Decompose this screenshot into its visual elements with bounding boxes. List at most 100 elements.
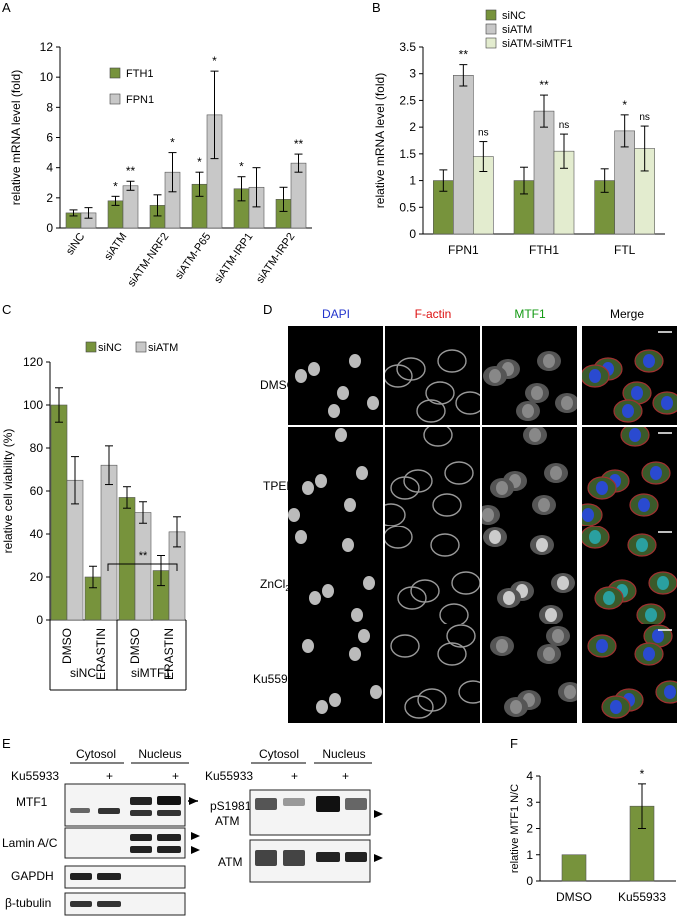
- micrograph-2-1: [482, 427, 577, 526]
- mtf1-nucleus: [543, 647, 555, 661]
- wb-arrow-atm: [374, 854, 383, 862]
- mtf1-nucleus: [545, 608, 557, 622]
- wb-right-protein-ps1981: pS1981: [210, 799, 252, 813]
- y-tick-label: 1: [526, 848, 533, 862]
- bar: [100, 464, 118, 621]
- chart-f: 0 1 2 3 4 relative MTF1 N/C DMSO * Ku55933: [509, 767, 676, 904]
- micro-row-tpen: TPEN: [263, 479, 295, 493]
- nucleus: [367, 396, 379, 410]
- c-group-label-sinc: siNC: [70, 666, 96, 680]
- nucleus: [370, 685, 382, 699]
- y-tick-label: 0: [46, 221, 53, 235]
- x-tick-label: ERASTIN: [162, 628, 176, 680]
- y-tick-label: 8: [46, 100, 53, 114]
- micrograph-1-2: [385, 526, 480, 625]
- actin-outline: [451, 571, 480, 595]
- micro-row-dmso: DMSO: [260, 378, 296, 392]
- wb-arrow-lamin-c: [191, 846, 200, 854]
- legend-swatch-c-siatm: [135, 341, 147, 353]
- actin-outline: [385, 526, 413, 549]
- y-tick-label: 80: [30, 441, 44, 455]
- significance-mark: ns: [478, 128, 489, 139]
- bar: [533, 110, 555, 235]
- actin-outline: [410, 579, 440, 603]
- legend-swatch-siatm-simtf1: [485, 37, 497, 49]
- merge-nucleus: [589, 530, 601, 544]
- panel-letter-b: B: [372, 0, 381, 15]
- mtf1-nucleus: [536, 538, 548, 552]
- x-tick-label: siATM-IRP2: [254, 231, 297, 286]
- actin-outline: [455, 391, 480, 415]
- micrograph-0-3: [288, 624, 383, 723]
- nucleus: [335, 428, 347, 442]
- wb-bands: [64, 783, 371, 916]
- legend-swatch-fpn1: [109, 93, 121, 105]
- nucleus: [302, 481, 314, 495]
- merge-nucleus: [622, 404, 634, 418]
- micrograph-3-3: [582, 624, 677, 723]
- c-bracket-mark: **: [139, 550, 148, 562]
- wb-left-plus2: +: [172, 769, 179, 783]
- y-tick-label: 4: [526, 769, 533, 783]
- y-tick-label: 1.5: [399, 147, 416, 161]
- merge-nucleus: [650, 466, 662, 480]
- nucleus: [358, 629, 370, 643]
- micro-col-merge: Merge: [610, 307, 644, 321]
- actin-outline: [437, 642, 467, 666]
- x-tick-label: DMSO: [556, 890, 592, 904]
- x-tick-label: FTL: [614, 243, 636, 257]
- c-group-label-simtf1: siMTF1: [131, 666, 171, 680]
- mtf1-nucleus: [496, 481, 508, 495]
- x-tick-label: FPN1: [448, 243, 479, 257]
- legend-label-fth1: FTH1: [126, 68, 154, 80]
- merge-nucleus: [603, 591, 615, 605]
- wb-left-treatment: Ku55933: [11, 769, 59, 783]
- mtf1-nucleus: [503, 591, 515, 605]
- x-tick-label: FTH1: [529, 243, 559, 257]
- bar: [134, 512, 152, 621]
- merge-nucleus: [582, 508, 594, 522]
- wb-arrow-ps1981: [374, 810, 383, 818]
- micrograph-3-0: [582, 326, 677, 425]
- x-tick-label: ERASTIN: [94, 628, 108, 680]
- legend-label-sinc: siNC: [502, 10, 526, 22]
- panel-letter-f: F: [510, 736, 518, 751]
- y-tick-label: 10: [40, 70, 54, 84]
- wb-left-protein-gapdh: GAPDH: [11, 869, 54, 883]
- micrograph-1-0: [385, 326, 480, 425]
- significance-mark: *: [239, 160, 244, 174]
- y-tick-label: 40: [30, 527, 44, 541]
- x-tick-label: siATM-NRF2: [126, 231, 172, 289]
- significance-mark: *: [170, 136, 175, 150]
- x-tick-label: DMSO: [60, 628, 74, 664]
- y-axis-label: relative mRNA level (fold): [9, 70, 23, 205]
- nucleus: [363, 576, 375, 590]
- bar: [561, 854, 587, 882]
- y-tick-label: 6: [46, 131, 53, 145]
- y-tick-label: 2: [46, 191, 53, 205]
- y-tick-label: 0: [409, 227, 416, 241]
- nucleus: [351, 608, 363, 622]
- significance-mark: **: [126, 164, 136, 178]
- x-tick-label: siATM-IRP1: [212, 231, 255, 286]
- actin-outline: [385, 503, 406, 526]
- actin-outline: [458, 680, 480, 704]
- panel-letter-c: C: [2, 302, 11, 317]
- micro-col-mtf1: MTF1: [514, 307, 546, 321]
- actin-outline: [385, 364, 413, 388]
- wb-right-protein-atm-line2: ATM: [215, 814, 239, 828]
- micrograph-0-1: [288, 427, 383, 526]
- micrograph-2-2: [482, 526, 577, 625]
- x-tick-label: Ku55933: [618, 890, 666, 904]
- nucleus: [322, 584, 334, 598]
- nucleus: [344, 498, 356, 512]
- nucleus: [308, 362, 320, 376]
- nucleus: [295, 530, 307, 544]
- merge-nucleus: [643, 647, 655, 661]
- significance-mark: *: [197, 155, 202, 169]
- legend-swatch-c-sinc: [85, 341, 97, 353]
- merge-nucleus: [589, 369, 601, 383]
- significance-mark: *: [622, 98, 627, 112]
- y-tick-label: 2: [409, 120, 416, 134]
